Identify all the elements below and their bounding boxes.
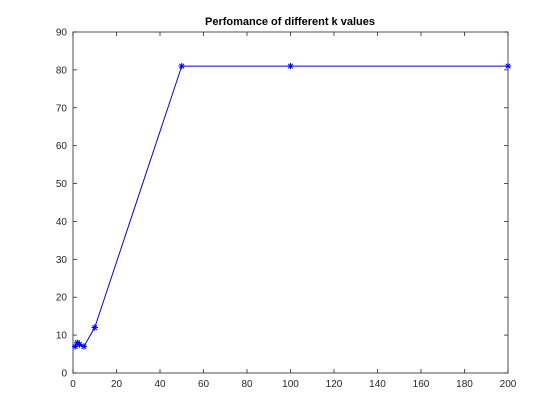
x-tick-label: 200 [500, 379, 517, 390]
data-point-marker [504, 62, 512, 70]
data-point-marker [91, 324, 98, 331]
x-tick-label: 160 [413, 379, 430, 390]
data-point-marker [178, 62, 185, 70]
x-tick-label: 60 [198, 379, 210, 390]
y-tick-label: 40 [56, 217, 68, 228]
data-point-marker [80, 343, 88, 350]
y-tick-label: 10 [56, 331, 68, 342]
y-tick-label: 20 [56, 293, 68, 304]
x-tick-label: 20 [111, 379, 123, 390]
y-tick-label: 30 [56, 255, 68, 266]
axis-ticks: 0 20 40 60 80 100 120 140 160 180 200 0 10 20 30 40 50 60… [56, 28, 517, 391]
chart-title: Perfomance of different k values [205, 16, 375, 28]
x-tick-label: 40 [154, 379, 166, 390]
x-tick-label: 0 [70, 379, 76, 390]
x-tick-label: 100 [282, 379, 299, 390]
data-point-marker [287, 62, 294, 70]
y-tick-label: 60 [56, 141, 68, 152]
y-tick-label: 90 [56, 28, 68, 39]
plot-area [72, 31, 509, 374]
y-tick-label: 70 [56, 103, 68, 114]
x-tick-label: 120 [326, 379, 343, 390]
x-tick-label: 180 [456, 379, 473, 390]
y-tick-label: 0 [61, 369, 67, 380]
y-tick-label: 80 [56, 65, 68, 76]
series-layer [71, 62, 512, 350]
x-tick-label: 140 [369, 379, 386, 390]
x-tick-label: 80 [241, 379, 253, 390]
y-tick-label: 50 [56, 179, 68, 190]
